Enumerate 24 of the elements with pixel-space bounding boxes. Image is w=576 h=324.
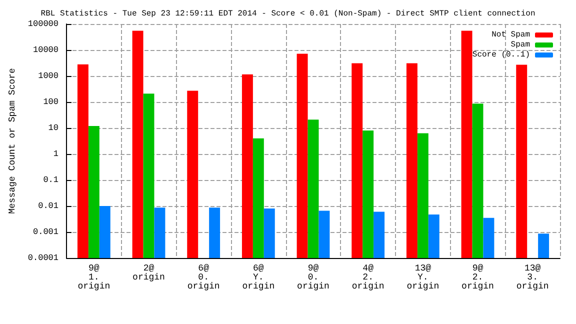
x-tick-label: 9@ 1. origin xyxy=(78,264,110,292)
x-tick-label: 9@ 2. origin xyxy=(462,264,494,292)
x-tick-label: 6@ 0. origin xyxy=(187,264,220,292)
y-tick-label: 0.1 xyxy=(43,175,59,185)
legend-label: Score (0..1) xyxy=(472,50,530,60)
y-tick-label: 10000 xyxy=(32,45,59,55)
x-tick-label: 6@ Y. origin xyxy=(242,264,275,292)
legend-label: Not Spam xyxy=(492,30,530,40)
y-tick-label: 100000 xyxy=(28,19,59,29)
y-tick-label: 1 xyxy=(53,149,59,159)
y-axis-title: Message Count or Spam Score xyxy=(8,68,18,214)
x-tick-label: 13@ Y. origin xyxy=(406,264,440,292)
y-tick-label: 100 xyxy=(43,97,59,107)
x-tick-label: 9@ 0. origin xyxy=(297,264,330,292)
y-tick-label: 0.001 xyxy=(32,227,59,237)
x-tick-label: 2@ origin xyxy=(132,264,165,282)
chart-title: RBL Statistics - Tue Sep 23 12:59:11 EDT 2014 - Score < 0.01 (Non-Spam) - Direct SMTP client connection xyxy=(40,10,536,18)
y-tick-label: 10 xyxy=(48,123,59,133)
x-tick-label: 4@ 2. origin xyxy=(352,264,384,292)
y-tick-label: 1000 xyxy=(38,71,59,81)
y-tick-label: 0.01 xyxy=(38,201,59,211)
legend-label: Spam xyxy=(510,40,530,50)
y-tick-label: 0.0001 xyxy=(28,253,59,263)
x-tick-label: 13@ 3. origin xyxy=(516,264,549,292)
